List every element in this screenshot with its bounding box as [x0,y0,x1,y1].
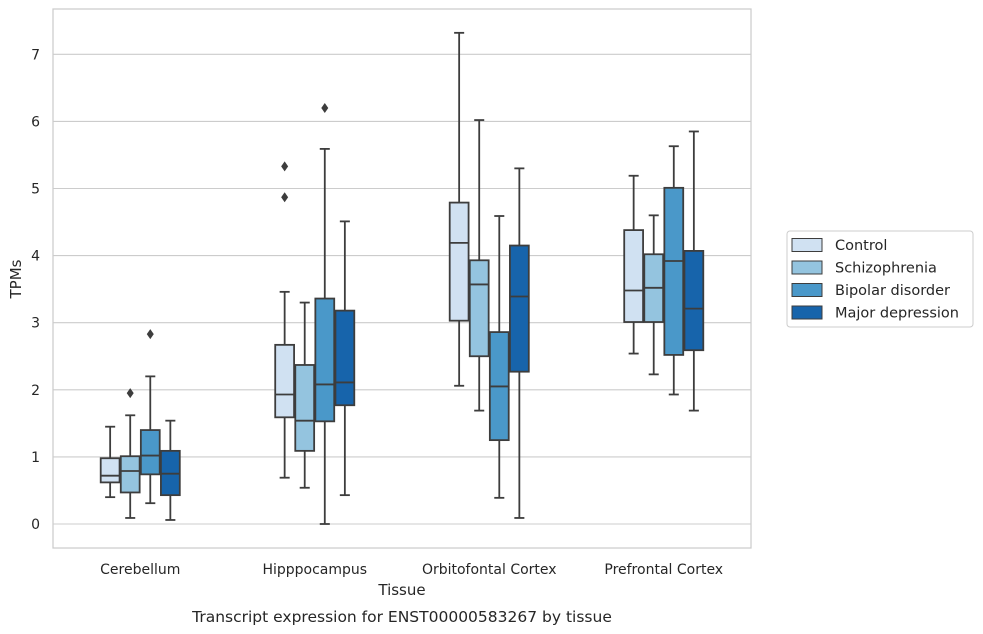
box-group [448,31,530,519]
legend-label: Control [835,238,887,254]
box-body [334,309,356,407]
legend-swatch [791,238,823,252]
legend-label: Major depression [835,306,959,322]
box-body [663,186,685,356]
y-tick-label: 3 [31,316,40,332]
x-axis-label: Tissue [377,581,425,599]
x-tick-label: Hipppocampus [262,562,367,578]
y-axis-label: TPMs [7,259,25,299]
box-body [274,343,295,419]
box [448,31,470,387]
box-body [683,250,705,352]
box [139,329,161,505]
y-tick-label: 7 [31,47,40,63]
box [314,102,336,525]
y-tick-label: 4 [31,249,40,265]
box-group [99,329,181,521]
box [488,215,510,499]
box [160,419,181,521]
box [623,174,644,355]
legend-swatch [791,283,823,297]
box-body [314,297,336,423]
y-tick-label: 2 [31,383,40,399]
box-body [509,244,530,373]
box [643,214,665,376]
box [274,161,295,479]
box-body [294,364,316,452]
y-tick-labels: 0 1 2 3 4 5 6 7 [31,47,40,533]
box [119,388,141,519]
box [294,301,316,489]
box [334,220,356,497]
outlier-marker [146,329,154,340]
outlier-marker [281,192,289,203]
y-tick-label: 1 [31,450,40,466]
legend-swatch [791,260,823,275]
x-tick-label: Orbitofontal Cortex [422,562,557,578]
y-tick-label: 6 [31,114,40,130]
outlier-marker [281,161,289,172]
outlier-marker [321,102,329,113]
box-group [623,130,705,412]
box-body [119,455,141,494]
y-tick-label: 0 [31,517,40,533]
x-tick-labels: Cerebellum Hipppocampus Orbitofontal Corte… [100,562,723,578]
box [509,167,530,519]
legend-label: Bipolar disorder [835,283,950,299]
legend-frame [786,230,974,328]
box-groups [99,31,705,525]
x-tick-label: Prefrontal Cortex [604,562,723,578]
figure-caption: Transcript expression for ENST0000058326… [191,608,612,626]
box-body [468,259,490,358]
box [99,425,121,499]
legend-label: Schizophrenia [835,261,937,277]
x-tick-label: Cerebellum [100,562,180,578]
plot-frame [52,8,752,549]
outlier-marker [126,388,134,399]
y-tick-label: 5 [31,182,40,198]
legend: Control Schizophrenia Bipolar disorder Majo… [786,230,974,328]
box [468,119,490,412]
box-body [448,201,470,322]
box-body [99,457,121,484]
box [663,145,685,396]
box [683,130,705,412]
box-body [139,429,161,476]
legend-swatch [791,305,823,320]
box-group [274,102,356,525]
box-body [623,229,644,323]
